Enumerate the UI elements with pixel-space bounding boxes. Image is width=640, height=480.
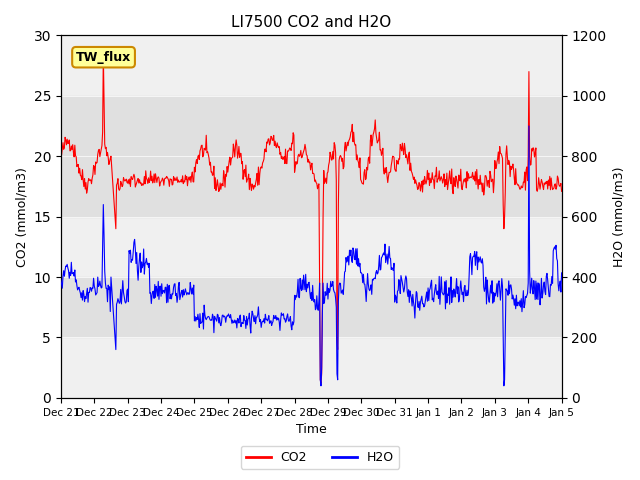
Bar (61, 277, 561, 337)
Y-axis label: CO2 (mmol/m3): CO2 (mmol/m3) (15, 167, 28, 266)
X-axis label: Time: Time (296, 423, 326, 436)
Legend: CO2, H2O: CO2, H2O (241, 446, 399, 469)
Text: TW_flux: TW_flux (76, 51, 131, 64)
Y-axis label: H2O (mmol/m3): H2O (mmol/m3) (612, 167, 625, 267)
Title: LI7500 CO2 and H2O: LI7500 CO2 and H2O (231, 15, 392, 30)
Bar (61, 96, 561, 216)
